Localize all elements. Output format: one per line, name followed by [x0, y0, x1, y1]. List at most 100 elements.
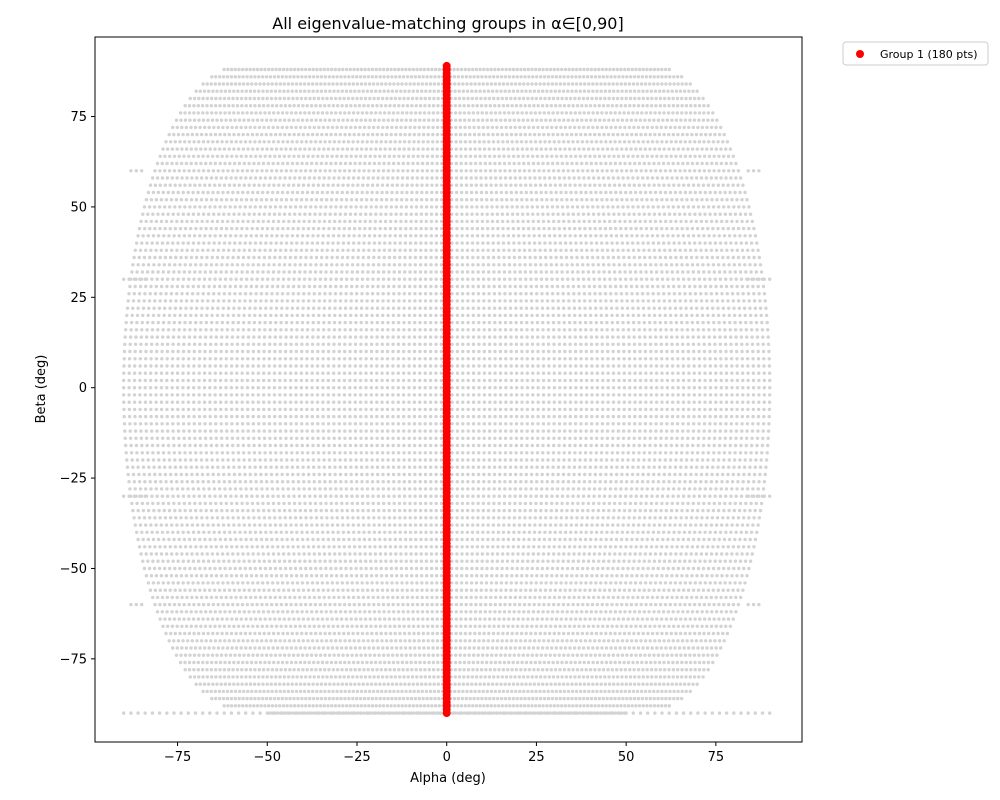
background-point — [450, 371, 454, 375]
background-point — [482, 386, 487, 390]
background-point — [439, 422, 443, 426]
background-point — [428, 400, 433, 404]
background-point — [412, 364, 417, 368]
background-point — [408, 125, 412, 130]
background-point — [572, 552, 576, 556]
background-point — [439, 241, 444, 245]
background-point — [396, 436, 401, 440]
background-point — [477, 631, 482, 636]
background-point — [410, 581, 414, 585]
background-point — [306, 537, 310, 542]
background-point — [460, 270, 465, 274]
background-point — [381, 284, 385, 289]
background-point — [304, 523, 309, 527]
background-point — [590, 523, 594, 527]
background-point — [434, 320, 438, 325]
background-point — [380, 190, 384, 195]
background-point — [513, 501, 517, 506]
background-point — [536, 393, 540, 397]
background-point — [525, 378, 530, 383]
background-point — [595, 386, 600, 390]
background-point — [568, 335, 572, 339]
background-point — [407, 451, 411, 455]
background-point — [494, 588, 498, 592]
background-point — [376, 176, 380, 180]
background-point — [330, 508, 334, 513]
background-point — [569, 132, 574, 137]
background-point — [342, 234, 346, 238]
background-point — [589, 241, 594, 245]
background-point — [554, 689, 558, 694]
background-point — [385, 364, 390, 368]
background-point — [337, 400, 341, 404]
background-point — [482, 140, 486, 144]
background-point — [463, 631, 468, 636]
background-point — [432, 96, 436, 101]
background-point — [453, 89, 457, 93]
background-point — [439, 414, 443, 419]
background-point — [437, 696, 441, 701]
background-point — [513, 270, 517, 274]
background-point — [523, 696, 527, 701]
background-point — [577, 552, 581, 556]
background-point — [329, 161, 333, 166]
background-point — [529, 277, 533, 281]
background-point — [391, 169, 395, 173]
background-point — [358, 393, 363, 397]
background-point — [481, 263, 485, 267]
background-point — [591, 270, 596, 274]
background-point — [430, 67, 434, 72]
background-point — [522, 248, 527, 252]
background-point — [469, 169, 473, 173]
background-point — [396, 451, 401, 455]
background-point — [573, 335, 577, 339]
background-point — [323, 480, 327, 484]
background-point — [338, 169, 342, 173]
background-point — [340, 516, 345, 520]
background-point — [424, 508, 428, 513]
background-point — [487, 501, 491, 506]
background-point — [304, 248, 309, 252]
background-point — [581, 270, 585, 274]
background-point — [485, 566, 489, 571]
background-point — [476, 653, 480, 657]
background-point — [326, 537, 331, 542]
background-point — [569, 581, 573, 585]
background-point — [434, 292, 438, 296]
background-point — [536, 436, 540, 440]
background-point — [562, 653, 566, 657]
background-point — [530, 67, 534, 72]
background-point — [455, 371, 460, 375]
background-point — [403, 234, 408, 238]
background-point — [409, 552, 413, 556]
background-point — [529, 631, 533, 636]
background-point — [294, 429, 299, 433]
background-point — [584, 357, 589, 361]
background-point — [425, 169, 429, 173]
background-point — [348, 386, 352, 390]
background-point — [560, 263, 564, 267]
background-point — [378, 660, 382, 665]
background-point — [450, 299, 454, 303]
background-point — [450, 335, 454, 339]
background-point — [460, 212, 464, 216]
background-point — [329, 639, 333, 643]
background-point — [536, 646, 540, 650]
background-point — [418, 472, 422, 477]
background-point — [461, 458, 465, 462]
background-point — [587, 284, 591, 289]
background-point — [379, 566, 383, 571]
background-point — [348, 559, 353, 563]
background-point — [359, 429, 363, 433]
background-point — [343, 422, 347, 426]
background-point — [307, 299, 311, 303]
background-point — [380, 96, 385, 101]
background-point — [515, 696, 519, 701]
background-point — [356, 508, 360, 513]
background-point — [362, 248, 366, 252]
background-point — [550, 292, 555, 296]
background-point — [477, 82, 481, 86]
background-point — [561, 480, 565, 484]
background-point — [369, 349, 374, 354]
background-point — [307, 480, 311, 484]
